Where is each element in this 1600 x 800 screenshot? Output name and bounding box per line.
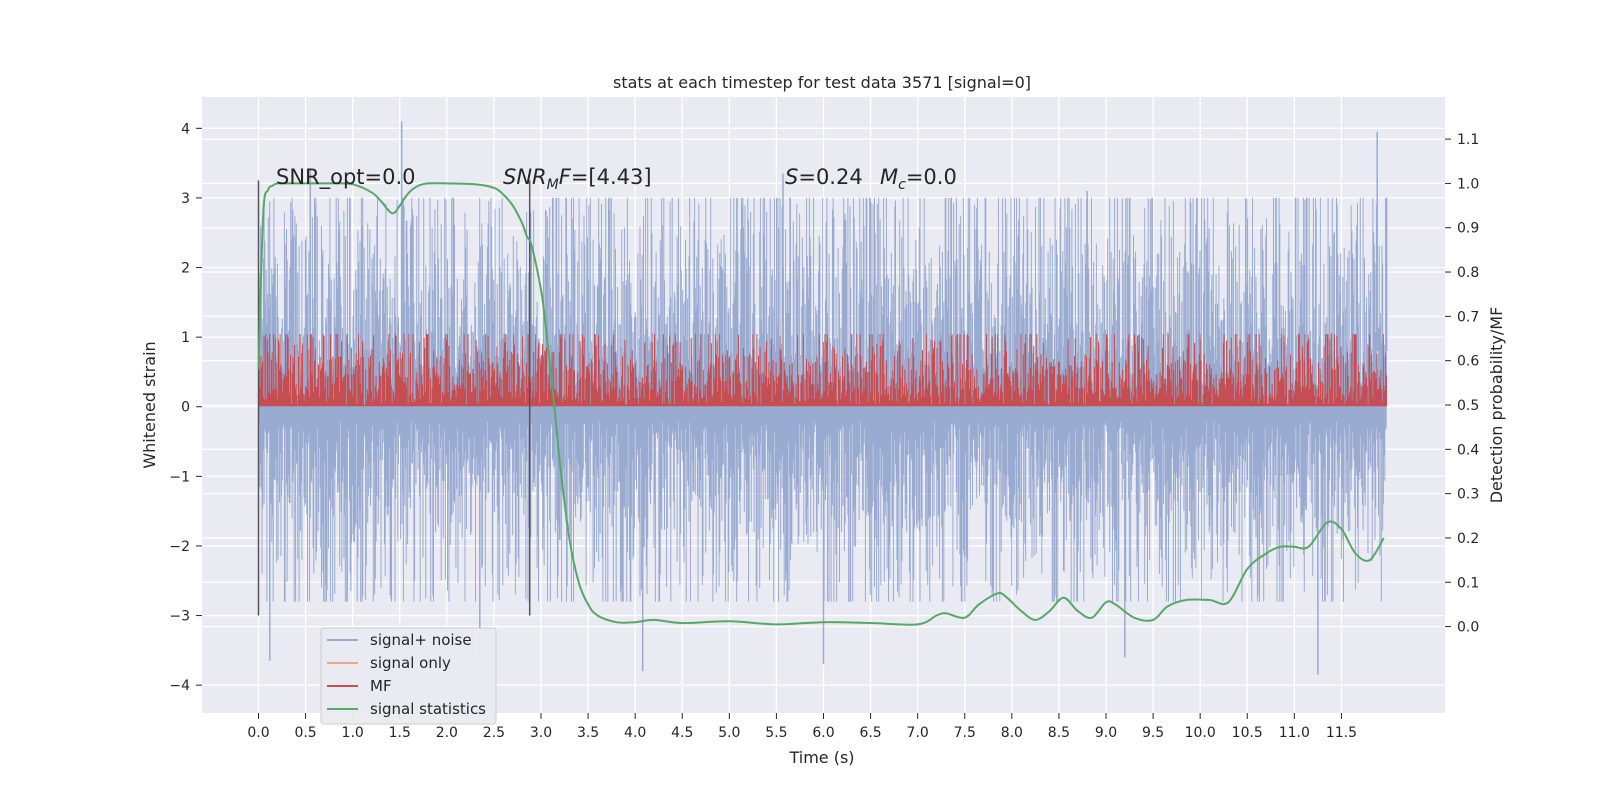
x-axis-ticks: 0.0 0.5 1.0 1.5 2.0 2.5 3.0 3.5 4.0 4.5 5.0 5.5 6.0 6… <box>247 713 1357 741</box>
x-tick-label-18: 9.0 <box>1095 725 1117 741</box>
chart-title: stats at each timestep for test data 357… <box>613 73 1031 92</box>
y-tick-label-0: 4 <box>181 121 190 137</box>
x-tick-label-9: 4.5 <box>671 725 693 741</box>
x-axis-title: Time (s) <box>788 748 854 767</box>
y2-tick-label-6: 0.5 <box>1457 398 1479 414</box>
statistics-line <box>257 182 1385 626</box>
mc-value: =0.0 <box>906 165 957 189</box>
mc-subscript: c <box>898 177 906 193</box>
annotation-snr-opt: SNR_opt=0.0 <box>276 165 416 190</box>
x-tick-label-19: 9.5 <box>1142 725 1164 741</box>
y-tick-label-4: 0 <box>181 400 190 416</box>
y-tick-label-3: 1 <box>181 330 190 346</box>
y-tick-label-7: −3 <box>169 609 190 625</box>
y2-tick-label-3: 0.8 <box>1457 265 1479 281</box>
vertical-markers <box>257 180 531 616</box>
y-tick-label-8: −4 <box>169 678 190 694</box>
x-tick-label-5: 2.5 <box>483 725 505 741</box>
x-tick-label-20: 10.0 <box>1185 725 1216 741</box>
y2-tick-label-11: 0.0 <box>1457 620 1479 636</box>
y-tick-label-5: −1 <box>169 469 190 485</box>
y-tick-label-6: −2 <box>169 539 190 555</box>
x-tick-label-12: 6.0 <box>812 725 834 741</box>
annotation-s: S=0.24 <box>785 165 863 189</box>
y2-tick-label-8: 0.3 <box>1457 487 1479 503</box>
y-axis-title: Whitened strain <box>140 341 159 468</box>
y2-tick-label-10: 0.1 <box>1457 575 1479 591</box>
legend: signal+ noise signal only MF signal stat… <box>320 627 497 725</box>
annotation-snr-mf: SNRMF=[4.43] <box>503 165 652 193</box>
x-tick-label-21: 10.5 <box>1232 725 1263 741</box>
y2-tick-label-4: 0.7 <box>1457 309 1479 325</box>
y-tick-label-2: 2 <box>181 261 190 277</box>
annotation-mc: Mc=0.0 <box>880 165 957 193</box>
y2-axis-title: Detection probability/MF <box>1487 307 1506 504</box>
x-tick-label-6: 3.0 <box>530 725 552 741</box>
snr-mf-symbol: SNR <box>503 165 547 189</box>
y-tick-label-1: 3 <box>181 191 190 207</box>
s-value: =0.24 <box>798 165 862 189</box>
x-tick-label-15: 7.5 <box>954 725 976 741</box>
y2-tick-label-2: 0.9 <box>1457 221 1479 237</box>
y2-axis-ticks: 1.1 1.0 0.9 0.8 0.7 0.6 0.5 0.4 0.3 0.2 0.1 0.0 <box>1445 132 1479 636</box>
legend-label-mf: MF <box>370 677 392 695</box>
legend-label-signal: signal only <box>370 654 451 672</box>
x-tick-label-1: 0.5 <box>294 725 316 741</box>
y2-tick-label-1: 1.0 <box>1457 176 1479 192</box>
snr-mf-value: =[4.43] <box>571 165 652 189</box>
statistics-series <box>257 182 1385 626</box>
x-tick-label-7: 3.5 <box>577 725 599 741</box>
x-tick-label-13: 6.5 <box>859 725 881 741</box>
snr-mf-rest-symbol: F <box>559 165 572 189</box>
x-tick-label-10: 5.0 <box>718 725 740 741</box>
x-tick-label-11: 5.5 <box>765 725 787 741</box>
y2-tick-label-9: 0.2 <box>1457 531 1479 547</box>
x-tick-label-14: 7.0 <box>907 725 929 741</box>
x-tick-label-8: 4.0 <box>624 725 646 741</box>
s-symbol: S <box>785 165 798 189</box>
x-tick-label-16: 8.0 <box>1001 725 1023 741</box>
y2-tick-label-0: 1.1 <box>1457 132 1479 148</box>
legend-box <box>320 627 497 725</box>
x-tick-label-22: 11.0 <box>1279 725 1310 741</box>
x-tick-label-17: 8.5 <box>1048 725 1070 741</box>
x-tick-label-23: 11.5 <box>1326 725 1357 741</box>
y2-tick-label-7: 0.4 <box>1457 442 1479 458</box>
legend-label-noise: signal+ noise <box>370 631 472 649</box>
x-tick-label-2: 1.0 <box>342 725 364 741</box>
y-axis-ticks: 4 3 2 1 0 −1 −2 −3 −4 <box>169 121 202 694</box>
y2-tick-label-5: 0.6 <box>1457 354 1479 370</box>
mc-symbol: M <box>880 165 898 189</box>
x-tick-label-3: 1.5 <box>389 725 411 741</box>
legend-label-stat: signal statistics <box>370 700 486 718</box>
x-tick-label-4: 2.0 <box>436 725 458 741</box>
snr-mf-subscript: M <box>547 177 559 193</box>
x-tick-label-0: 0.0 <box>247 725 269 741</box>
